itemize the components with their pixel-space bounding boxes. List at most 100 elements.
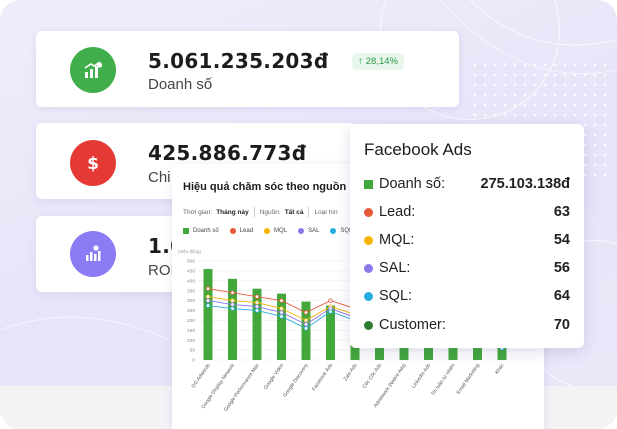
data-point <box>230 302 235 307</box>
roi-chart-icon <box>70 231 116 277</box>
legend-item[interactable]: SAL <box>298 228 319 234</box>
y-tick-label: 50 <box>190 348 196 354</box>
y-tick-label: 400 <box>187 278 195 284</box>
legend-swatch <box>298 228 305 234</box>
bar <box>203 268 213 360</box>
legend-label: MQL <box>274 228 288 234</box>
legend-label: SQL <box>340 228 353 234</box>
x-tick-label: Zalo Ads <box>343 362 359 382</box>
legend-item[interactable]: Doanh số <box>183 228 219 234</box>
x-tick-label: Google Video <box>263 363 285 391</box>
y-tick-label: 300 <box>187 298 195 304</box>
filter-type-label[interactable]: Loại hìn <box>314 208 338 216</box>
data-point <box>279 298 284 303</box>
stat-label: ROI <box>148 262 175 279</box>
growth-value: 28,14% <box>365 56 398 67</box>
x-tick-label: Cốc Cốc Ads <box>362 362 384 390</box>
bar <box>473 342 482 360</box>
legend-swatch <box>330 228 337 234</box>
tooltip-marker <box>364 291 373 301</box>
bar <box>326 305 335 360</box>
tooltip-row: Lead: 63 <box>364 202 570 222</box>
bar <box>424 336 433 360</box>
data-point <box>279 314 284 319</box>
bar <box>228 278 237 360</box>
y-tick-label: 0 <box>192 358 195 364</box>
filter-divider <box>253 207 255 217</box>
data-point <box>254 308 260 313</box>
tooltip-value: 275.103.138đ <box>480 176 571 192</box>
data-point <box>254 294 260 299</box>
filter-time-select[interactable]: Tháng này <box>216 208 249 216</box>
bar <box>448 340 458 360</box>
legend-swatch <box>264 228 271 234</box>
filter-source-select[interactable]: Tất cả <box>284 208 304 216</box>
legend-item[interactable]: SQL <box>330 228 352 234</box>
tooltip-marker <box>364 235 373 245</box>
data-point <box>205 294 211 299</box>
tooltip-value: 63 <box>553 204 570 220</box>
tooltip-value: 56 <box>553 260 570 276</box>
x-tick-label: Facebook Ads <box>311 362 334 392</box>
data-point <box>303 322 309 327</box>
data-point <box>303 326 309 331</box>
tooltip-label: MQL: <box>379 232 415 248</box>
data-point <box>230 290 235 295</box>
growth-badge: ↑ 28,14% <box>352 53 404 70</box>
tooltip-label: Doanh số: <box>379 176 446 192</box>
legend-label: Lead <box>239 228 254 234</box>
tooltip-row: Customer: 70 <box>364 315 570 335</box>
tooltip-row: SQL: 64 <box>364 286 570 306</box>
chart-legend: Doanh số Lead MQL SAL SQL <box>183 228 363 234</box>
legend-swatch <box>183 228 189 234</box>
filter-source-label: Nguồn: <box>259 208 281 216</box>
tooltip-marker <box>364 179 373 189</box>
data-point <box>205 286 211 291</box>
x-tick-label: Email Marketing <box>456 363 482 396</box>
data-point <box>205 303 211 308</box>
x-tick-label: Khác <box>494 362 506 375</box>
y-tick-label: 100 <box>187 338 195 344</box>
tooltip-label: SQL: <box>379 288 413 304</box>
bar <box>301 301 311 360</box>
tooltip-marker <box>364 320 373 330</box>
x-tick-label: LinkedIn Ads <box>411 362 433 389</box>
legend-item[interactable]: MQL <box>264 228 287 234</box>
legend-label: SAL <box>308 228 320 234</box>
bar <box>277 293 286 360</box>
y-tick-label: 150 <box>187 328 195 334</box>
tooltip-marker <box>364 263 373 273</box>
data-point <box>254 304 260 309</box>
data-point <box>230 306 235 311</box>
chart-growth-icon <box>70 47 116 93</box>
x-tick-label: Tin tuần tự nhiên <box>430 363 457 397</box>
y-axis-label: (triệu đồng) <box>178 249 202 254</box>
tooltip-label: Lead: <box>379 204 416 220</box>
tooltip-row: Doanh số: 275.103.138đ <box>364 174 570 194</box>
data-point <box>303 318 309 323</box>
svg-text:$: $ <box>87 154 99 174</box>
data-point <box>230 298 235 303</box>
y-tick-label: 200 <box>187 318 195 324</box>
bar <box>497 345 507 360</box>
legend-item[interactable]: Lead <box>229 228 254 234</box>
legend-swatch <box>229 228 236 234</box>
y-tick-label: 350 <box>187 288 195 294</box>
filter-divider <box>308 207 310 217</box>
legend-label: Doanh số <box>193 228 219 234</box>
tooltip-value: 70 <box>553 317 570 333</box>
tooltip-title: Facebook Ads <box>364 140 472 159</box>
stat-value: 425.886.773đ <box>148 141 307 165</box>
tooltip-label: Customer: <box>379 317 446 333</box>
stat-label: Chi <box>148 169 171 186</box>
tooltip-row: SAL: 56 <box>364 258 570 278</box>
tooltip-label: SAL: <box>379 260 411 276</box>
filter-bar: Thời gian: Tháng này Nguồn: Tất cả Loại … <box>183 207 338 217</box>
stat-label: Doanh số <box>148 76 213 93</box>
y-tick-label: 500 <box>187 259 195 265</box>
stat-value: 5.061.235.203đ <box>148 49 329 73</box>
stat-card-revenue: 5.061.235.203đ Doanh số ↑ 28,14% <box>36 31 459 107</box>
chart-title: Hiệu quả chăm sóc theo nguồn <box>183 181 347 193</box>
arrow-up-icon: ↑ <box>358 56 363 67</box>
data-point <box>254 300 260 305</box>
